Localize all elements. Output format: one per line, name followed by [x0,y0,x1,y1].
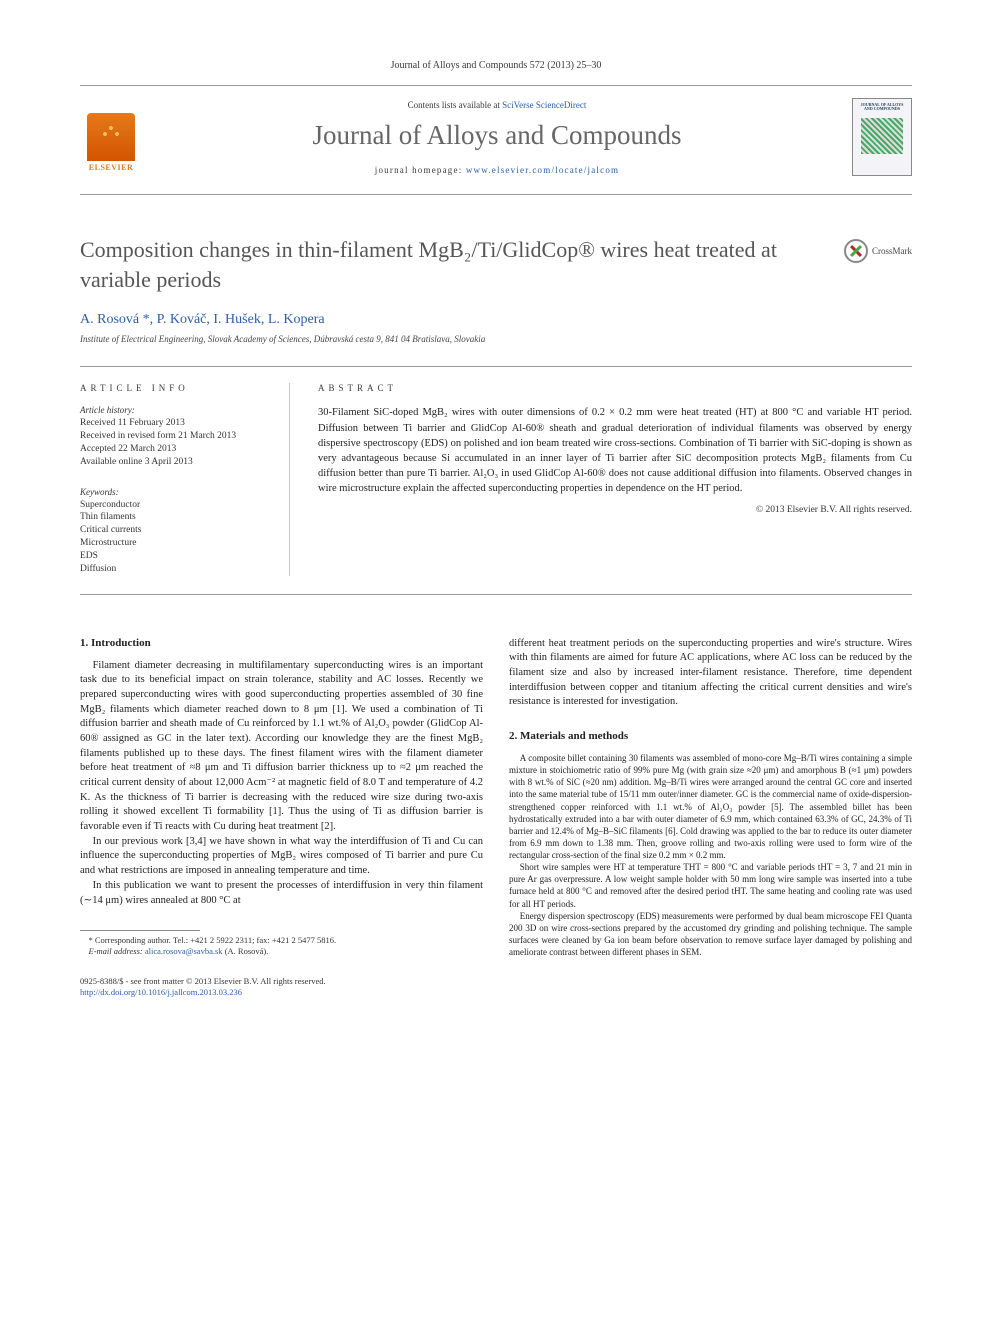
crossmark-label: CrossMark [872,246,912,256]
article-title-row: Composition changes in thin-filament MgB… [80,235,912,294]
contents-line: Contents lists available at SciVerse Sci… [160,100,834,110]
journal-header: ELSEVIER Contents lists available at Sci… [80,85,912,195]
keyword: EDS [80,550,273,563]
footer-left: 0925-8388/$ - see front matter © 2013 El… [80,976,326,998]
cover-title: JOURNAL OF ALLOYS AND COMPOUNDS [857,103,907,112]
keywords-title: Keywords: [80,487,273,497]
cover-art-icon [861,118,903,154]
email-label: E-mail address: [89,946,145,956]
homepage-prefix: journal homepage: [375,165,466,175]
methods-heading: 2. Materials and methods [509,730,912,742]
article-title: Composition changes in thin-filament MgB… [80,235,826,294]
issn-line: 0925-8388/$ - see front matter © 2013 El… [80,976,326,987]
keyword: Thin filaments [80,511,273,524]
email-who: (A. Rosová). [223,946,269,956]
homepage-line: journal homepage: www.elsevier.com/locat… [160,165,834,175]
intro-paragraph-continued: different heat treatment periods on the … [509,637,912,710]
email-link[interactable]: alica.rosova@savba.sk [145,946,223,956]
contents-prefix: Contents lists available at [408,100,502,110]
page-footer: 0925-8388/$ - see front matter © 2013 El… [80,976,912,998]
article-info-label: ARTICLE INFO [80,383,273,393]
abstract-column: ABSTRACT 30-Filament SiC-doped MgB₂ wire… [318,383,912,575]
keyword: Superconductor [80,499,273,512]
abstract-text: 30-Filament SiC-doped MgB₂ wires with ou… [318,405,912,496]
body-right-column: different heat treatment periods on the … [509,637,912,959]
author-link[interactable]: A. Rosová *, P. Kováč, I. Hušek, L. Kope… [80,312,325,327]
email-footnote: E-mail address: alica.rosova@savba.sk (A… [80,946,483,957]
authors: A. Rosová *, P. Kováč, I. Hušek, L. Kope… [80,312,912,328]
citation-line: Journal of Alloys and Compounds 572 (201… [80,60,912,71]
crossmark-icon [844,239,868,263]
intro-paragraph: In our previous work [3,4] we have shown… [80,835,483,879]
corresponding-footnote: * Corresponding author. Tel.: +421 2 592… [80,935,483,946]
info-abstract-row: ARTICLE INFO Article history: Received 1… [80,366,912,594]
footnote-separator [80,930,200,931]
methods-paragraph: Energy dispersion spectroscopy (EDS) mea… [509,910,912,959]
history-line: Available online 3 April 2013 [80,456,273,469]
crossmark-badge[interactable]: CrossMark [844,239,912,263]
homepage-link[interactable]: www.elsevier.com/locate/jalcom [466,165,619,175]
elsevier-text: ELSEVIER [89,163,133,172]
keyword: Microstructure [80,537,273,550]
abstract-label: ABSTRACT [318,383,912,393]
body-columns: 1. Introduction Filament diameter decrea… [80,637,912,959]
keyword: Diffusion [80,563,273,576]
elsevier-tree-icon [87,113,135,161]
intro-paragraph: Filament diameter decreasing in multifil… [80,659,483,835]
affiliation: Institute of Electrical Engineering, Slo… [80,334,912,344]
intro-paragraph: In this publication we want to present t… [80,879,483,908]
history-line: Received in revised form 21 March 2013 [80,430,273,443]
abstract-copyright: © 2013 Elsevier B.V. All rights reserved… [318,505,912,515]
sciencedirect-link[interactable]: SciVerse ScienceDirect [502,100,586,110]
history-title: Article history: [80,405,273,415]
body-left-column: 1. Introduction Filament diameter decrea… [80,637,483,959]
article-info-column: ARTICLE INFO Article history: Received 1… [80,383,290,575]
elsevier-logo: ELSEVIER [80,102,142,172]
header-center: Contents lists available at SciVerse Sci… [160,100,834,175]
introduction-heading: 1. Introduction [80,637,483,649]
methods-paragraph: A composite billet containing 30 filamen… [509,752,912,861]
doi-link[interactable]: http://dx.doi.org/10.1016/j.jallcom.2013… [80,987,242,997]
journal-cover-thumbnail: JOURNAL OF ALLOYS AND COMPOUNDS [852,98,912,176]
history-line: Received 11 February 2013 [80,417,273,430]
keywords-block: Keywords: Superconductor Thin filaments … [80,487,273,576]
journal-title: Journal of Alloys and Compounds [160,120,834,151]
keyword: Critical currents [80,524,273,537]
methods-paragraph: Short wire samples were HT at temperatur… [509,861,912,910]
history-line: Accepted 22 March 2013 [80,443,273,456]
